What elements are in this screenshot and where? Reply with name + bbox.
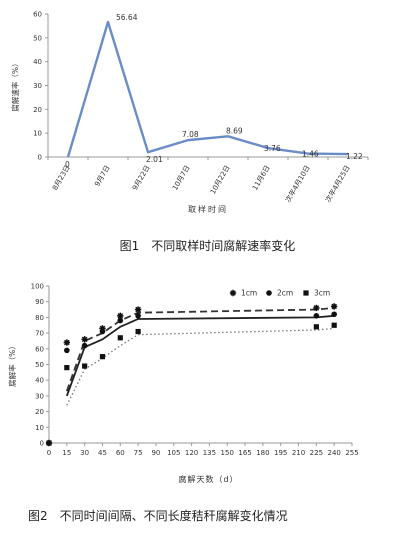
x-tick-label: 120 [185, 449, 198, 457]
x-tick-label: 次年4月25日 [323, 164, 351, 204]
y-tick-label: 0 [40, 440, 44, 448]
data-label: 7.08 [182, 130, 199, 139]
data-point-2cm [117, 317, 124, 324]
data-point-1cm [117, 312, 124, 320]
data-point-2cm [135, 313, 141, 319]
figure-1-caption: 图1 不同取样时间腐解速率变化 [119, 239, 296, 253]
data-label: 1.46 [302, 150, 319, 159]
x-tick-label: 195 [274, 449, 287, 457]
legend-label: 2cm [277, 289, 293, 298]
x-tick-label: 9月7日 [93, 164, 111, 188]
x-tick-label: 180 [256, 449, 269, 457]
x-tick-label: 165 [238, 449, 251, 457]
data-point-3cm [99, 354, 106, 360]
data-label: 2.01 [146, 155, 163, 164]
y-tick-label: 20 [33, 106, 42, 114]
x-tick-label: 30 [80, 449, 89, 457]
y-tick-label: 50 [33, 34, 42, 42]
data-label: 8.69 [226, 126, 243, 135]
data-point-2cm [81, 342, 88, 349]
data-label: 0 [65, 160, 70, 169]
x-axis-title: 取样时间 [188, 204, 228, 214]
series-line [66, 20, 349, 158]
data-point-3cm [117, 335, 123, 341]
y-tick-label: 40 [33, 58, 42, 66]
y-tick-label: 20 [35, 408, 44, 416]
x-tick-label: 240 [327, 449, 340, 457]
x-tick-label: 10月7日 [171, 164, 192, 192]
y-tick-label: 60 [35, 345, 44, 353]
y-tick-label: 10 [33, 130, 42, 138]
chart-decomposition-ratio: 0 10 20 30 40 50 60 70 80 90 100 0 15 30 45 60 75 90 105 12… [7, 283, 359, 485]
data-point-1cm [134, 306, 142, 313]
legend-marker-3cm [303, 290, 309, 296]
y-tick-label: 100 [31, 283, 44, 291]
data-point-3cm [82, 363, 88, 369]
y-tick-label: 70 [35, 330, 44, 338]
fit-line-2cm [65, 314, 335, 397]
data-label: 3.76 [264, 144, 281, 153]
y-tick-label: 30 [33, 82, 42, 90]
x-tick-label: 75 [134, 449, 143, 457]
x-tick-label: 105 [167, 449, 180, 457]
fit-line-3cm [66, 327, 335, 406]
y-tick-label: 50 [35, 361, 44, 369]
legend-label: 3cm [314, 289, 330, 298]
data-point-3cm [313, 324, 319, 330]
x-tick-label: 255 [345, 449, 358, 457]
x-tick-label: 11月6日 [251, 164, 272, 192]
data-point-1cm [313, 304, 320, 312]
figure-2-caption: 图2 不同时间间隔、不同长度秸秆腐解变化情况 [28, 509, 288, 523]
legend-marker-1cm [229, 289, 237, 297]
x-tick-label: 225 [310, 449, 323, 457]
data-label: 56.64 [116, 13, 138, 22]
data-point-3cm [135, 328, 141, 335]
legend-label: 1cm [241, 289, 257, 298]
y-tick-label: 80 [35, 314, 44, 322]
y-tick-label: 90 [35, 298, 44, 306]
data-point-1cm [81, 336, 88, 343]
data-label: 1.22 [346, 152, 363, 161]
data-point-2cm [331, 311, 337, 318]
y-tick-label: 30 [35, 392, 44, 400]
y-tick-label: 40 [35, 377, 44, 385]
x-tick-label: 9月22日 [131, 164, 152, 192]
x-tick-label: 150 [221, 449, 234, 457]
data-point-2cm [99, 328, 106, 335]
data-point-1cm [330, 303, 338, 310]
fit-line-1cm [65, 307, 335, 392]
data-point-2cm [64, 347, 70, 354]
data-point-3cm [331, 322, 337, 328]
y-tick-label: 10 [35, 424, 44, 432]
x-tick-label: 15 [62, 449, 71, 457]
x-tick-label: 次年4月10日 [283, 164, 311, 204]
y-tick-label: 0 [38, 154, 42, 162]
x-tick-label: 10月22日 [209, 164, 232, 196]
x-tick-label: 60 [116, 449, 125, 457]
x-axis-title: 腐解天数（d） [178, 474, 238, 484]
data-point-3cm [46, 440, 52, 446]
y-axis-title: 腐解速率（%） [10, 59, 20, 111]
data-point-3cm [64, 365, 70, 371]
x-tick-label: 0 [47, 449, 51, 457]
x-tick-label: 45 [98, 449, 107, 457]
data-point-1cm [99, 325, 106, 332]
x-tick-label: 210 [292, 449, 305, 457]
data-point-2cm [313, 313, 320, 319]
legend-marker-2cm [266, 290, 272, 296]
x-tick-label: 135 [203, 449, 216, 457]
x-tick-label: 90 [151, 449, 160, 457]
data-point-1cm [63, 339, 71, 346]
y-tick-label: 60 [33, 11, 42, 19]
y-axis-title: 腐解率（%） [7, 342, 17, 387]
